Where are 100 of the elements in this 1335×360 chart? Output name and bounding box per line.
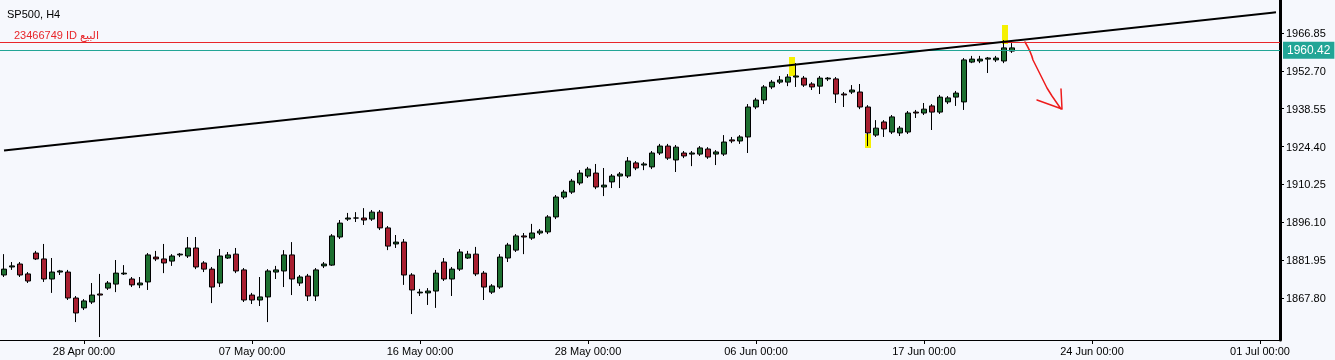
candlestick <box>969 55 975 64</box>
candlestick <box>377 209 383 231</box>
candlestick <box>857 83 863 110</box>
candlestick <box>73 295 79 323</box>
ref-line-label: 1960.42 <box>1287 43 1331 58</box>
candlestick <box>921 102 927 116</box>
candlestick <box>745 103 751 154</box>
candlestick <box>505 242 511 263</box>
candlestick <box>409 272 415 315</box>
candlestick <box>817 75 823 95</box>
candlestick <box>617 171 623 189</box>
candlestick <box>297 274 303 287</box>
candlestick <box>585 166 591 179</box>
candlestick <box>137 276 143 289</box>
candlestick <box>313 267 319 302</box>
candlestick <box>441 257 447 282</box>
candlestick <box>729 136 735 144</box>
candlestick <box>257 276 263 307</box>
candlestick <box>881 119 887 138</box>
candlestick <box>361 207 367 226</box>
candlestick <box>473 246 479 277</box>
candlestick <box>177 252 183 258</box>
candlestick <box>129 276 135 288</box>
candlestick <box>385 225 391 251</box>
candlestick <box>97 273 103 338</box>
candlestick <box>25 271 31 284</box>
x-tick-label: 28 Apr 00:00 <box>52 344 116 357</box>
candlestick <box>553 194 559 220</box>
candlestick <box>241 267 247 303</box>
y-tick-label: 1896.10 <box>1286 216 1326 229</box>
candlestick <box>121 264 127 276</box>
candlestick <box>161 243 167 274</box>
candlestick <box>889 114 895 135</box>
candlestick <box>801 75 807 88</box>
candlestick <box>769 79 775 90</box>
ref-line-label: 23466749 ID البيع <box>14 29 99 43</box>
y-tick-label: 1867.80 <box>1286 292 1326 304</box>
candlestick <box>601 167 607 197</box>
candlestick <box>833 76 839 104</box>
candlestick <box>433 269 439 309</box>
candlestick <box>113 259 119 293</box>
candlestick <box>569 178 575 195</box>
candlestick <box>977 55 983 64</box>
candlestick <box>953 90 959 107</box>
candlestick <box>369 209 375 222</box>
candlestick <box>225 251 231 260</box>
candlestick <box>985 56 991 74</box>
y-tick-label: 1924.40 <box>1286 140 1326 153</box>
candlestick <box>457 248 463 272</box>
candlestick <box>329 233 335 267</box>
candlestick <box>273 265 279 280</box>
candlestick <box>33 250 39 261</box>
candlestick <box>841 91 847 108</box>
candlestick <box>961 57 967 111</box>
candlestick <box>529 223 535 241</box>
candlestick <box>657 143 663 156</box>
candlestick <box>945 95 951 105</box>
candlestick <box>537 228 543 236</box>
candlestick <box>649 150 655 170</box>
candlestick <box>209 266 215 304</box>
candlestick <box>105 280 111 291</box>
candlestick <box>713 149 719 166</box>
x-tick-label: 07 May 00:00 <box>218 344 286 357</box>
y-tick-label: 1952.70 <box>1286 64 1326 77</box>
candlestick <box>593 163 599 190</box>
candlestick <box>929 103 935 131</box>
candlestick <box>465 250 471 260</box>
candlestick <box>497 253 503 290</box>
candlestick <box>81 298 87 311</box>
y-tick-label: 1881.95 <box>1286 254 1326 267</box>
candlestick <box>697 145 703 157</box>
candlestick <box>217 248 223 288</box>
candlestick <box>153 250 159 262</box>
candlestick <box>249 292 255 305</box>
candlestick <box>49 257 55 294</box>
candlestick <box>897 125 903 137</box>
candlestick <box>233 247 239 274</box>
x-tick-label: 06 Jun 00:00 <box>724 344 788 357</box>
candlestick <box>753 97 759 110</box>
candlestick <box>9 261 15 271</box>
candlestick <box>633 160 639 171</box>
candlestick <box>169 253 175 267</box>
x-tick-label: 01 Jul 00:00 <box>1230 344 1290 357</box>
candlestick <box>17 261 23 278</box>
candlestick <box>873 119 879 138</box>
candlestick <box>193 236 199 270</box>
candlestick <box>1 253 7 278</box>
candlestick <box>793 62 799 88</box>
candlestick <box>777 75 783 85</box>
candlestick <box>345 212 351 222</box>
candlestick <box>641 161 647 171</box>
candlestick <box>201 260 207 273</box>
text: SP500, H4 <box>7 7 61 20</box>
candlestick <box>393 234 399 249</box>
candlestick <box>721 134 727 157</box>
candlestick <box>689 150 695 167</box>
candlestick <box>681 150 687 159</box>
candlestick <box>41 243 47 283</box>
candlestick <box>809 81 815 91</box>
candlestick <box>449 266 455 297</box>
